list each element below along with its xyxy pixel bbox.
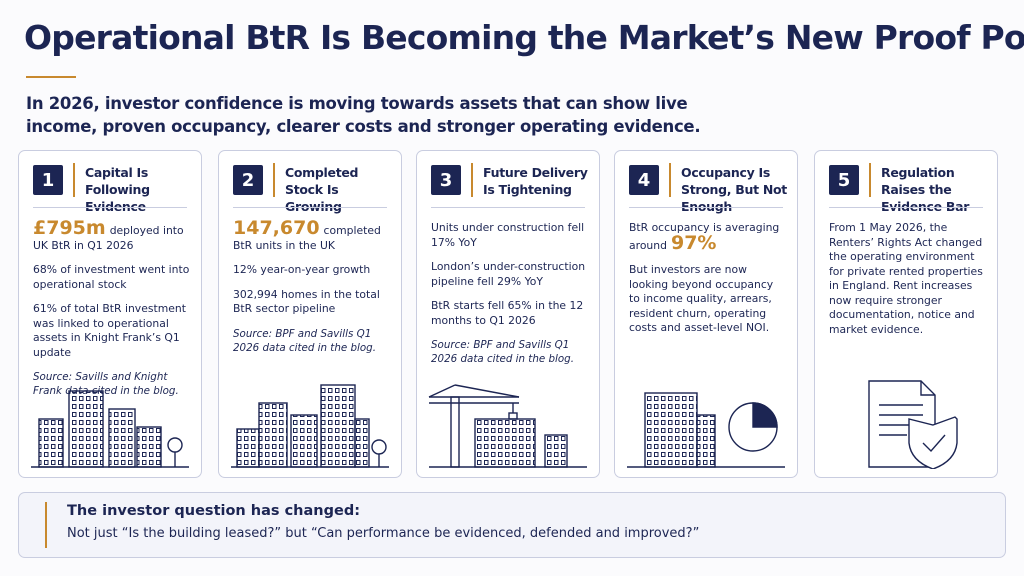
card-divider: [431, 207, 585, 208]
card: 4 Occupancy Is Strong, But Not Enough BtR …: [614, 150, 798, 478]
text: 302,994 homes in the total BtR sector pi…: [233, 287, 380, 316]
text: deployed into UK BtR in Q1 2026: [33, 224, 184, 252]
source: Source: BPF and Savills Q1 2026 data cit…: [431, 339, 574, 365]
card-accent: [669, 163, 671, 197]
paragraph: From 1 May 2026, the Renters’ Rights Act…: [829, 221, 987, 337]
footer-title: The investor question has changed:: [67, 503, 361, 519]
text: completed BtR units in the UK: [233, 224, 381, 252]
card-number: 5: [829, 165, 859, 195]
icon-buildings: [231, 384, 389, 468]
paragraph: 68% of investment went into operational …: [33, 263, 191, 292]
paragraph: BtR occupancy is averaging around 97%: [629, 221, 787, 253]
card-body: BtR occupancy is averaging around 97% But …: [629, 221, 787, 346]
paragraph: London’s under-construction pipeline fel…: [431, 260, 589, 289]
text: But investors are now looking beyond occ…: [629, 263, 774, 334]
paragraph: But investors are now looking beyond occ…: [629, 263, 787, 336]
highlight: £795m: [33, 217, 106, 239]
card-body: £795m deployed into UK BtR in Q1 2026 68% …: [33, 219, 191, 398]
paragraph: BtR starts fell 65% in the 12 months to …: [431, 299, 589, 328]
card-number: 1: [33, 165, 63, 195]
text: 61% of total BtR investment was linked t…: [33, 302, 186, 359]
paragraph: 302,994 homes in the total BtR sector pi…: [233, 288, 391, 317]
card: 5 Regulation Raises the Evidence Bar From …: [814, 150, 998, 478]
text: BtR occupancy is averaging around: [629, 221, 780, 252]
card-body: Units under construction fell 17% YoY Lon…: [431, 221, 589, 366]
card-accent: [73, 163, 75, 197]
card-title: Capital Is Following Evidence: [85, 165, 150, 214]
paragraph: £795m deployed into UK BtR in Q1 2026: [33, 219, 191, 253]
card: 2 Completed Stock Is Growing 147,670 comple…: [218, 150, 402, 478]
title-rule: [26, 76, 76, 78]
text: Units under construction fell 17% YoY: [431, 221, 585, 249]
card-title: Occupancy Is Strong, But Not Enough: [681, 165, 787, 214]
paragraph: Units under construction fell 17% YoY: [431, 221, 589, 250]
card-accent: [869, 163, 871, 197]
card-body: From 1 May 2026, the Renters’ Rights Act…: [829, 221, 987, 347]
card-title: Regulation Raises the Evidence Bar: [881, 165, 970, 214]
card: 1 Capital Is Following Evidence £795m deplo…: [18, 150, 202, 478]
card-accent: [471, 163, 473, 197]
paragraph: 61% of total BtR investment was linked t…: [33, 302, 191, 360]
footer-text: Not just “Is the building leased?” but “…: [67, 526, 700, 541]
card-divider: [629, 207, 783, 208]
highlight: 147,670: [233, 217, 320, 239]
icon-buildings: [31, 390, 189, 468]
source: Source: BPF and Savills Q1 2026 data cit…: [233, 327, 376, 354]
text: BtR starts fell 65% in the 12 months to …: [431, 299, 584, 327]
text: 12% year-on-year growth: [233, 263, 371, 276]
card-title: Completed Stock Is Growing: [285, 165, 359, 214]
footer-accent: [45, 502, 47, 548]
text: From 1 May 2026, the Renters’ Rights Act…: [829, 221, 983, 336]
card-body: 147,670 completed BtR units in the UK 12% …: [233, 219, 391, 355]
footer-box: The investor question has changed: Not j…: [18, 492, 1006, 558]
paragraph: 147,670 completed BtR units in the UK: [233, 219, 391, 253]
subtitle: In 2026, investor confidence is moving t…: [26, 94, 701, 136]
card-number: 4: [629, 165, 659, 195]
card: 3 Future Delivery Is Tightening Units unde…: [416, 150, 600, 478]
page-title: Operational BtR Is Becoming the Market’s…: [24, 18, 1024, 57]
card-divider: [33, 207, 187, 208]
icon-document-shield: [868, 380, 958, 469]
card-accent: [273, 163, 275, 197]
card-title: Future Delivery Is Tightening: [483, 165, 588, 197]
paragraph: 12% year-on-year growth: [233, 263, 391, 278]
card-divider: [233, 207, 387, 208]
card-divider: [829, 207, 983, 208]
text: London’s under-construction pipeline fel…: [431, 260, 586, 288]
icon-crane: [428, 384, 587, 468]
highlight: 97%: [670, 231, 717, 254]
card-number: 2: [233, 165, 263, 195]
card-number: 3: [431, 165, 461, 195]
icon-occupancy: [627, 392, 785, 468]
text: 68% of investment went into operational …: [33, 263, 190, 291]
